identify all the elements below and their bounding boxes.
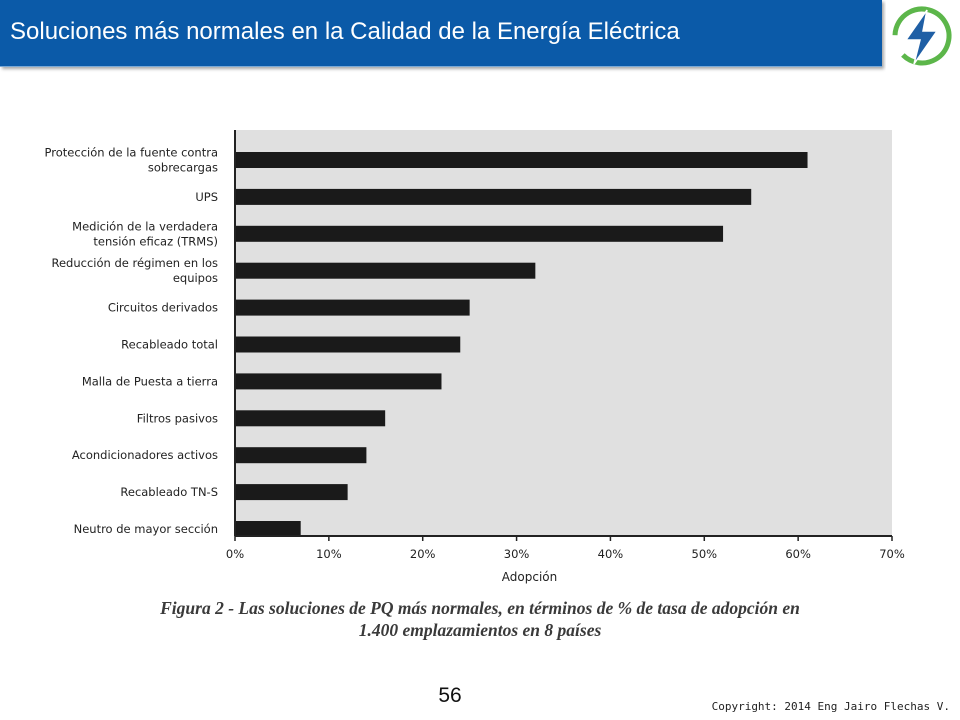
category-label: sobrecargas xyxy=(148,161,218,175)
x-tick-label: 10% xyxy=(316,547,342,561)
figure-caption: Figura 2 - Las soluciones de PQ más norm… xyxy=(0,597,960,641)
bar xyxy=(235,521,301,537)
category-label: Medición de la verdadera xyxy=(72,219,218,233)
logo xyxy=(886,0,960,72)
category-label: Filtros pasivos xyxy=(137,411,218,425)
bar xyxy=(235,225,724,242)
category-label: Reducción de régimen en los xyxy=(52,256,219,270)
bar xyxy=(235,484,348,501)
category-label: Circuitos derivados xyxy=(108,301,218,315)
category-label: Recableado TN-S xyxy=(120,485,218,499)
category-label: UPS xyxy=(195,190,218,204)
x-tick-label: 40% xyxy=(598,547,624,561)
x-tick-label: 0% xyxy=(226,547,244,561)
category-label: tensión eficaz (TRMS) xyxy=(93,234,218,248)
bar xyxy=(235,447,367,464)
category-label: Acondicionadores activos xyxy=(72,448,218,462)
bar xyxy=(235,299,470,316)
caption-line-1: Figura 2 - Las soluciones de PQ más norm… xyxy=(160,598,800,618)
x-tick-label: 60% xyxy=(785,547,811,561)
x-tick-label: 70% xyxy=(879,547,905,561)
copyright-notice: Copyright: 2014 Eng Jairo Flechas V. xyxy=(711,700,950,713)
title-bar: Soluciones más normales en la Calidad de… xyxy=(0,0,882,67)
bar xyxy=(235,152,808,168)
category-label: equipos xyxy=(173,271,218,285)
category-label: Recableado total xyxy=(121,338,218,352)
x-tick-label: 20% xyxy=(410,547,436,561)
caption-line-2: 1.400 emplazamientos en 8 países xyxy=(358,620,602,640)
category-label: Protección de la fuente contra xyxy=(45,146,218,160)
page-title: Soluciones más normales en la Calidad de… xyxy=(10,18,680,45)
category-label: Malla de Puesta a tierra xyxy=(82,374,218,388)
x-axis-label: Adopción xyxy=(502,570,557,584)
lightning-bolt-icon xyxy=(892,6,952,66)
bar xyxy=(235,262,536,279)
bar xyxy=(235,410,386,427)
bar xyxy=(235,373,442,390)
bar-chart: Protección de la fuente contrasobrecarga… xyxy=(45,130,905,584)
page-number: 56 xyxy=(438,684,462,707)
category-label: Neutro de mayor sección xyxy=(74,522,218,536)
bar xyxy=(235,188,752,205)
x-tick-label: 30% xyxy=(504,547,530,561)
x-tick-label: 50% xyxy=(692,547,718,561)
bar xyxy=(235,336,461,353)
